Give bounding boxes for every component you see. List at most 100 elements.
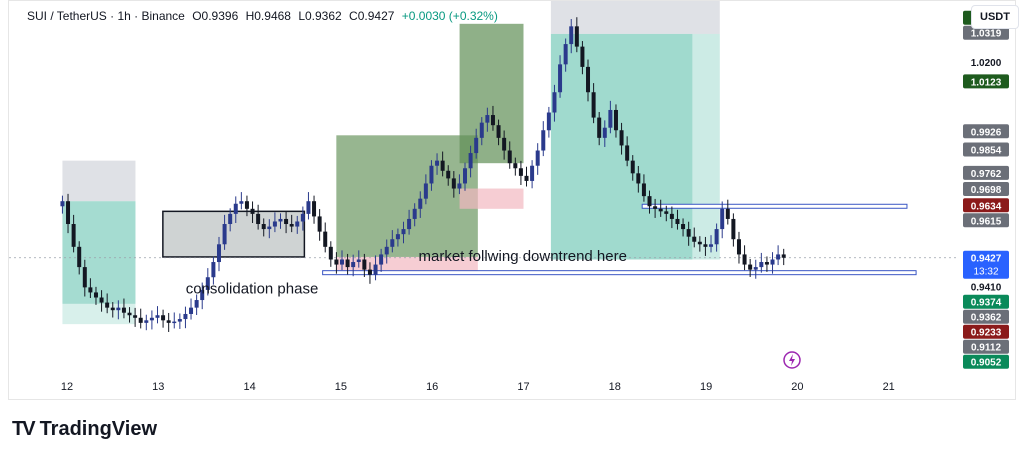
candle-body <box>267 226 272 230</box>
y-label-bg <box>963 124 1009 139</box>
candle-body <box>99 297 104 303</box>
candle-body <box>362 259 367 270</box>
y-tick-label: 0.9112 <box>971 343 1001 354</box>
annotation-label: consolidation phase <box>186 281 319 298</box>
candle-body <box>697 241 702 245</box>
consolidation-box <box>162 210 306 258</box>
candle-body <box>753 267 758 270</box>
candle-body <box>407 218 412 230</box>
y-tick-label: 0.9233 <box>971 328 1002 339</box>
candle-body <box>692 236 697 242</box>
candle-body <box>284 218 289 225</box>
candle-body <box>228 213 233 225</box>
candle-body <box>334 259 339 265</box>
candle-body <box>524 175 529 181</box>
y-label-bg <box>963 324 1009 339</box>
candle-body <box>770 259 775 265</box>
y-label-bg <box>963 309 1009 324</box>
candle-body <box>133 315 138 318</box>
y-label-bg <box>963 250 1009 279</box>
resistance-level-line <box>641 203 908 209</box>
candle-body <box>591 92 596 118</box>
symbol-label[interactable]: SUI / TetherUS · 1h · Binance <box>27 9 185 23</box>
candle-body <box>306 201 311 214</box>
currency-button[interactable]: USDT <box>971 5 1019 29</box>
price-chart[interactable]: 12 13 14 15 16 17 18 19 20 21 consolidation phase m… <box>9 1 1017 401</box>
candle-body <box>586 66 591 93</box>
x-tick-label: 14 <box>243 381 255 393</box>
candle-body <box>630 160 635 174</box>
candle-body <box>558 64 563 93</box>
candle-body <box>161 315 166 321</box>
candle-body <box>647 196 652 207</box>
y-tick-label: 0.9615 <box>971 216 1002 227</box>
candle-body <box>373 264 378 275</box>
candle-body <box>233 203 238 214</box>
candle-body <box>82 267 87 288</box>
candle-body <box>597 117 602 138</box>
y-tick-label: 0.9762 <box>971 169 1002 180</box>
target-zone-1 <box>62 201 136 304</box>
candle-body <box>474 137 479 154</box>
x-tick-label: 21 <box>883 381 895 393</box>
candle-body <box>216 244 221 263</box>
y-label-bg <box>963 198 1009 213</box>
y-tick-label: 0.9427 <box>971 254 1002 265</box>
candle-body <box>563 44 568 65</box>
y-tick-label: 1.0123 <box>971 77 1002 88</box>
candle-body <box>725 208 730 219</box>
change-value: +0.0030 (+0.32%) <box>401 9 498 23</box>
candle-body <box>602 127 607 138</box>
candle-body <box>317 216 322 232</box>
candle-body <box>675 218 680 225</box>
support-level-line <box>322 270 917 276</box>
y-tick-label: 1.0319 <box>971 29 1002 40</box>
candle-body <box>272 221 277 227</box>
candle-body <box>300 213 305 222</box>
candle-body <box>93 292 98 298</box>
candle-body <box>681 224 686 230</box>
y-label-bg <box>963 25 1009 40</box>
candle-body <box>194 300 199 308</box>
candle-body <box>356 259 361 263</box>
candle-body <box>546 112 551 131</box>
candle-body <box>552 92 557 113</box>
y-tick-label: 0.9634 <box>971 201 1002 212</box>
candle-body <box>110 307 115 311</box>
chart-frame[interactable]: 12 13 14 15 16 17 18 19 20 21 consolidation phase m… <box>8 0 1019 401</box>
candle-body <box>189 307 194 314</box>
candle-body <box>379 254 384 265</box>
candle-body <box>736 239 741 255</box>
x-tick-label: 18 <box>609 381 621 393</box>
brand-name: TradingView <box>39 418 158 440</box>
y-label-bg <box>963 165 1009 180</box>
close-value: C0.9427 <box>349 9 395 23</box>
stop-zone-1 <box>62 160 136 202</box>
candle-body <box>256 213 261 225</box>
candle-body <box>641 183 646 197</box>
candle-body <box>440 160 445 171</box>
symbol-header: SUI / TetherUS · 1h · Binance O0.9396 H0… <box>27 9 502 23</box>
y-tick-label: 0.9374 <box>971 298 1002 309</box>
candle-body <box>658 208 663 212</box>
target-zone-2b <box>692 33 720 260</box>
candle-body <box>239 201 244 204</box>
annotation-label: market follwing downtrend here <box>419 248 627 265</box>
tradingview-brand[interactable]: TV TradingView <box>12 418 157 441</box>
candle-body <box>261 224 266 230</box>
tradingview-logo-icon: TV <box>12 418 36 440</box>
candle-body <box>105 302 110 308</box>
candle-body <box>468 153 473 169</box>
candle-body <box>88 287 93 293</box>
stop-zone-2 <box>550 1 720 34</box>
candle-body <box>395 234 400 240</box>
candle-body <box>295 221 300 227</box>
y-tick-label: 0.9854 <box>971 146 1002 157</box>
candle-body <box>144 320 149 323</box>
candle-body <box>541 130 546 151</box>
y-label-bg <box>963 279 1009 294</box>
candle-body <box>121 307 126 313</box>
countdown-label: 13:32 <box>973 267 998 278</box>
candle-body <box>714 229 719 245</box>
candle-body <box>172 321 177 324</box>
